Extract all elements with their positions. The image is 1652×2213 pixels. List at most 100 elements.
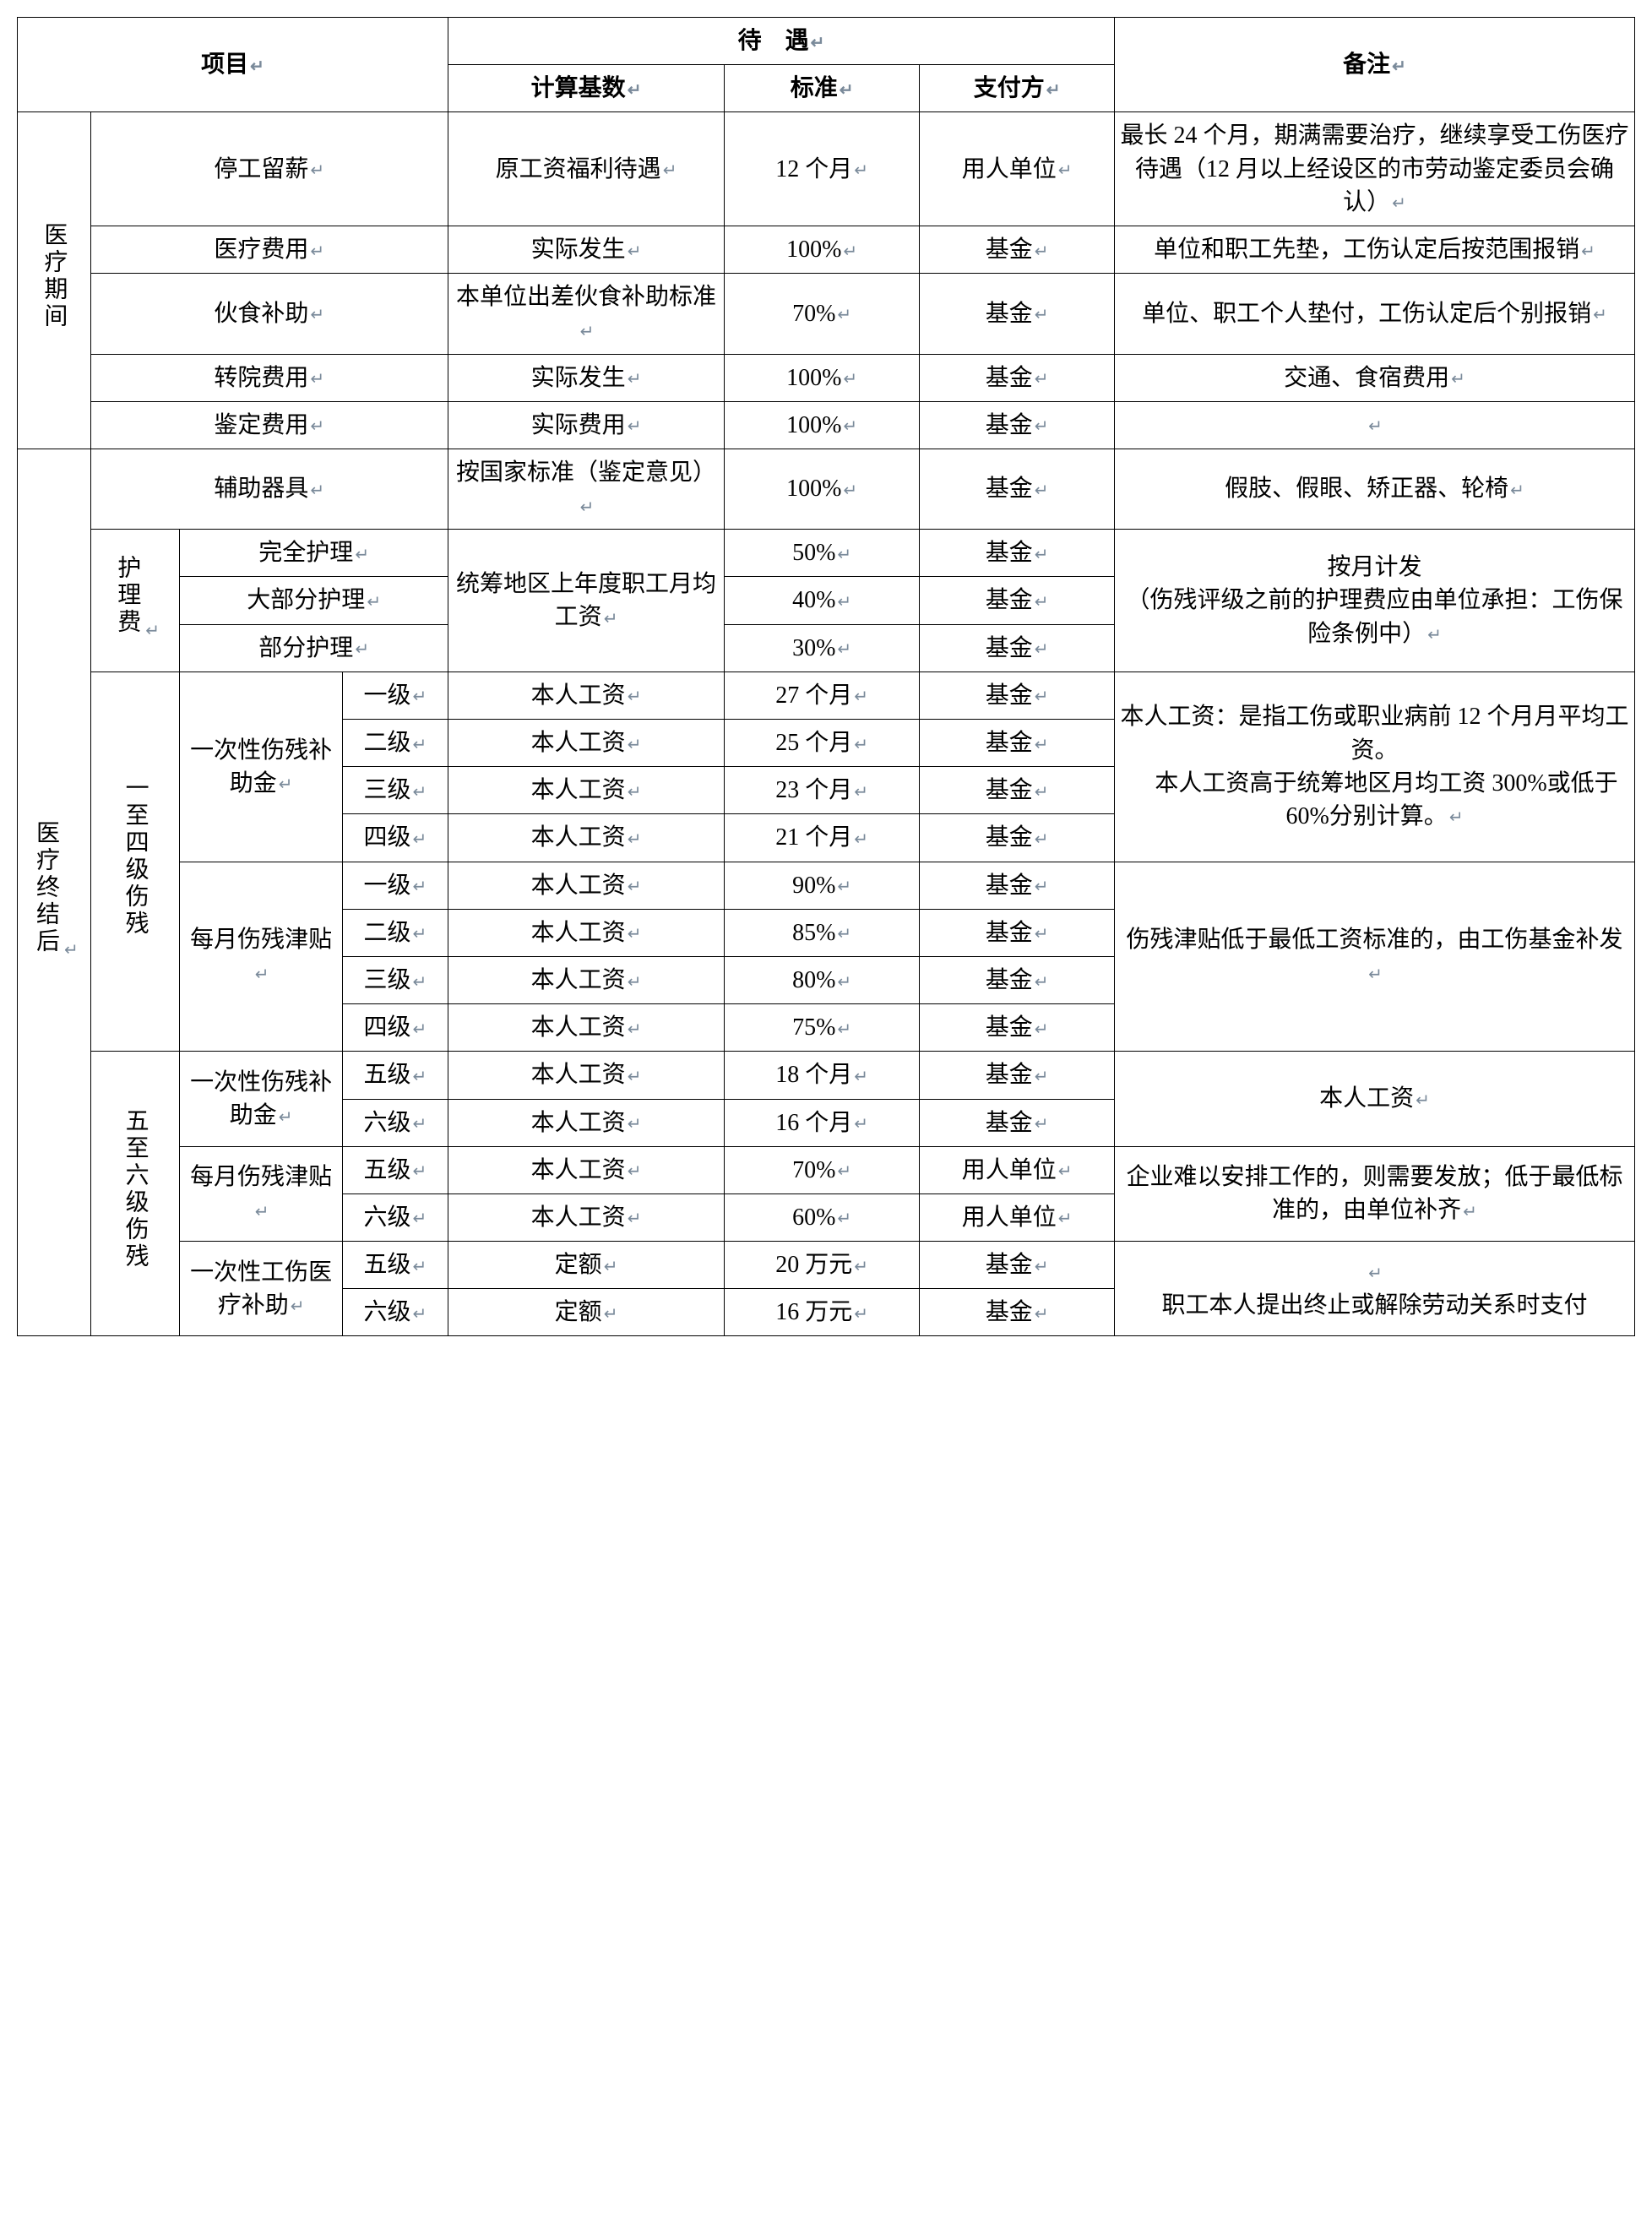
- payer: 用人单位↵: [920, 112, 1115, 226]
- table-row: 转院费用↵ 实际发生↵ 100%↵ 基金↵ 交通、食宿费用↵: [18, 354, 1635, 401]
- table-row: 每月伤残津贴↵ 五级↵ 本人工资↵ 70%↵ 用人单位↵ 企业难以安排工作的，则…: [18, 1146, 1635, 1193]
- calc-base: 统筹地区上年度职工月均工资↵: [448, 530, 724, 672]
- standard: 40%↵: [725, 577, 920, 624]
- grade-1-4: 一至四级伤残: [90, 672, 180, 1052]
- level: 二级↵: [342, 720, 448, 767]
- table-row: 护理费↵ 完全护理↵ 统筹地区上年度职工月均工资↵ 50%↵ 基金↵ 按月计发 …: [18, 530, 1635, 577]
- level: 一级↵: [342, 862, 448, 909]
- payer: 用人单位↵: [920, 1193, 1115, 1241]
- level: 五级↵: [342, 1052, 448, 1099]
- header-treatment: 待 遇↵: [448, 18, 1114, 65]
- header-calc-base: 计算基数↵: [448, 65, 724, 112]
- sub-lumpsum: 一次性伤残补助金↵: [180, 672, 342, 862]
- calc-base: 实际发生↵: [448, 354, 724, 401]
- standard: 100%↵: [725, 401, 920, 449]
- remark: 单位和职工先垫，工伤认定后按范围报销↵: [1115, 226, 1635, 273]
- payer: 基金↵: [920, 1242, 1115, 1289]
- header-payer: 支付方↵: [920, 65, 1115, 112]
- level: 三级↵: [342, 956, 448, 1003]
- section-after-treatment: 医疗终结后↵: [18, 449, 91, 1336]
- standard: 75%↵: [725, 1004, 920, 1052]
- calc-base: 本人工资↵: [448, 862, 724, 909]
- sub-monthly: 每月伤残津贴↵: [180, 862, 342, 1052]
- payer: 基金↵: [920, 1004, 1115, 1052]
- standard: 50%↵: [725, 530, 920, 577]
- section-medical-period: 医疗期间: [18, 112, 91, 449]
- item-name: 完全护理↵: [180, 530, 448, 577]
- remark: 本人工资：是指工伤或职业病前 12 个月月平均工资。 本人工资高于统筹地区月均工…: [1115, 672, 1635, 862]
- payer: 基金↵: [920, 274, 1115, 354]
- calc-base: 本单位出差伙食补助标准↵: [448, 274, 724, 354]
- benefits-table: 项目↵ 待 遇↵ 备注↵ 计算基数↵ 标准↵ 支付方↵ 医疗期间 停工留薪↵ 原…: [17, 17, 1635, 1336]
- payer: 用人单位↵: [920, 1146, 1115, 1193]
- payer: 基金↵: [920, 956, 1115, 1003]
- level: 三级↵: [342, 767, 448, 814]
- calc-base: 原工资福利待遇↵: [448, 112, 724, 226]
- calc-base: 本人工资↵: [448, 1193, 724, 1241]
- standard: 12 个月↵: [725, 112, 920, 226]
- table-row: 医疗期间 停工留薪↵ 原工资福利待遇↵ 12 个月↵ 用人单位↵ 最长 24 个…: [18, 112, 1635, 226]
- level: 二级↵: [342, 909, 448, 956]
- remark: 按月计发 （伤残评级之前的护理费应由单位承担：工伤保险条例中）↵: [1115, 530, 1635, 672]
- remark: 企业难以安排工作的，则需要发放；低于最低标准的，由单位补齐↵: [1115, 1146, 1635, 1241]
- table-row: 鉴定费用↵ 实际费用↵ 100%↵ 基金↵ ↵: [18, 401, 1635, 449]
- standard: 85%↵: [725, 909, 920, 956]
- calc-base: 本人工资↵: [448, 672, 724, 719]
- calc-base: 按国家标准（鉴定意见）↵: [448, 449, 724, 529]
- calc-base: 本人工资↵: [448, 1099, 724, 1146]
- calc-base: 本人工资↵: [448, 956, 724, 1003]
- calc-base: 本人工资↵: [448, 720, 724, 767]
- remark: 本人工资↵: [1115, 1052, 1635, 1146]
- sub-lumpsum: 一次性伤残补助金↵: [180, 1052, 342, 1146]
- table-row: 医疗费用↵ 实际发生↵ 100%↵ 基金↵ 单位和职工先垫，工伤认定后按范围报销…: [18, 226, 1635, 273]
- remark: 假肢、假眼、矫正器、轮椅↵: [1115, 449, 1635, 529]
- payer: 基金↵: [920, 449, 1115, 529]
- standard: 80%↵: [725, 956, 920, 1003]
- level: 六级↵: [342, 1289, 448, 1336]
- payer: 基金↵: [920, 530, 1115, 577]
- standard: 27 个月↵: [725, 672, 920, 719]
- payer: 基金↵: [920, 624, 1115, 672]
- payer: 基金↵: [920, 226, 1115, 273]
- payer: 基金↵: [920, 577, 1115, 624]
- calc-base: 本人工资↵: [448, 814, 724, 862]
- standard: 23 个月↵: [725, 767, 920, 814]
- calc-base: 本人工资↵: [448, 767, 724, 814]
- calc-base: 本人工资↵: [448, 1004, 724, 1052]
- standard: 30%↵: [725, 624, 920, 672]
- standard: 70%↵: [725, 1146, 920, 1193]
- payer: 基金↵: [920, 909, 1115, 956]
- standard: 100%↵: [725, 354, 920, 401]
- standard: 60%↵: [725, 1193, 920, 1241]
- level: 五级↵: [342, 1242, 448, 1289]
- remark: 交通、食宿费用↵: [1115, 354, 1635, 401]
- payer: 基金↵: [920, 862, 1115, 909]
- table-row: 一次性工伤医疗补助↵ 五级↵ 定额↵ 20 万元↵ 基金↵ ↵ 职工本人提出终止…: [18, 1242, 1635, 1289]
- level: 一级↵: [342, 672, 448, 719]
- level: 四级↵: [342, 814, 448, 862]
- table-row: 一至四级伤残 一次性伤残补助金↵ 一级↵ 本人工资↵ 27 个月↵ 基金↵ 本人…: [18, 672, 1635, 719]
- calc-base: 本人工资↵: [448, 1052, 724, 1099]
- header-project: 项目↵: [18, 18, 448, 112]
- payer: 基金↵: [920, 1099, 1115, 1146]
- standard: 18 个月↵: [725, 1052, 920, 1099]
- standard: 25 个月↵: [725, 720, 920, 767]
- standard: 100%↵: [725, 449, 920, 529]
- payer: 基金↵: [920, 1052, 1115, 1099]
- standard: 16 个月↵: [725, 1099, 920, 1146]
- calc-base: 实际费用↵: [448, 401, 724, 449]
- calc-base: 定额↵: [448, 1289, 724, 1336]
- header-standard: 标准↵: [725, 65, 920, 112]
- item-name: 部分护理↵: [180, 624, 448, 672]
- payer: 基金↵: [920, 354, 1115, 401]
- level: 六级↵: [342, 1193, 448, 1241]
- table-row: 五至六级伤残 一次性伤残补助金↵ 五级↵ 本人工资↵ 18 个月↵ 基金↵ 本人…: [18, 1052, 1635, 1099]
- standard: 16 万元↵: [725, 1289, 920, 1336]
- standard: 21 个月↵: [725, 814, 920, 862]
- nursing-label: 护理费↵: [90, 530, 180, 672]
- standard: 70%↵: [725, 274, 920, 354]
- sub-medical-lumpsum: 一次性工伤医疗补助↵: [180, 1242, 342, 1336]
- item-name: 医疗费用↵: [90, 226, 448, 273]
- grade-5-6: 五至六级伤残: [90, 1052, 180, 1336]
- remark: 伤残津贴低于最低工资标准的，由工伤基金补发↵: [1115, 862, 1635, 1052]
